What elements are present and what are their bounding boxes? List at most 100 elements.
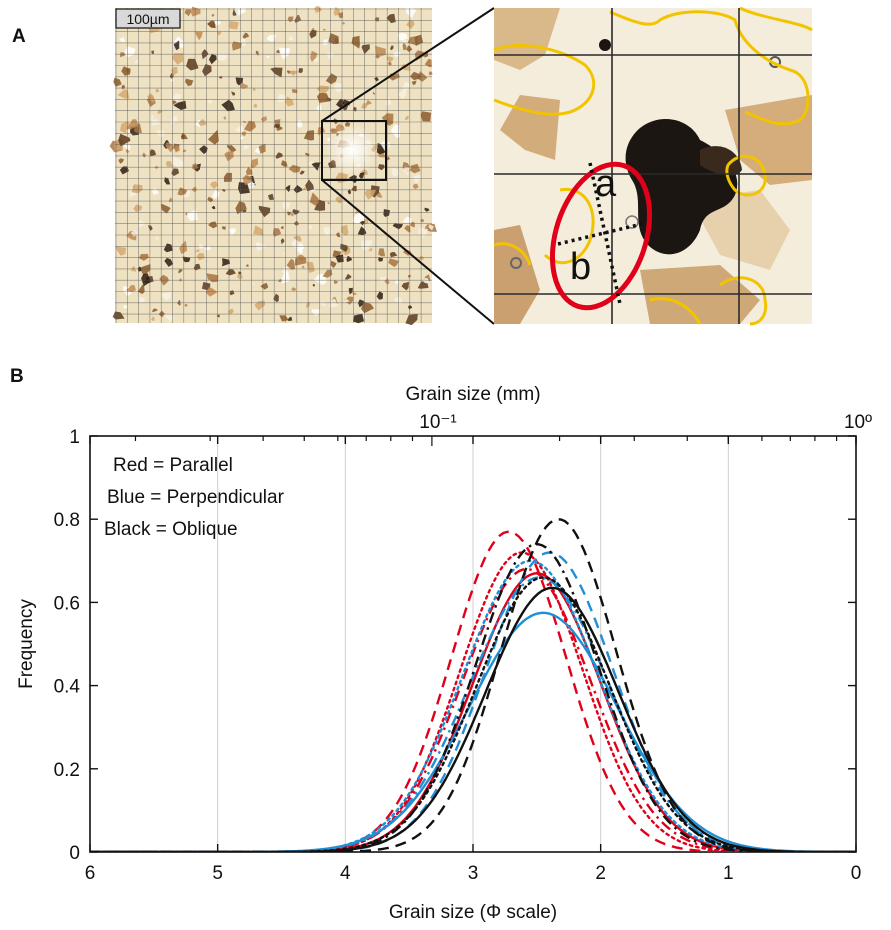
x-tick-label: 1	[723, 863, 734, 884]
x-tick-label: 6	[85, 863, 96, 884]
x-tick-label: 2	[595, 863, 606, 884]
mineral-grain	[113, 77, 122, 87]
mineral-grain	[279, 315, 289, 322]
mineral-grain	[172, 155, 185, 170]
mineral-grain	[129, 188, 138, 198]
y-tick-label: 0	[69, 843, 80, 864]
mineral-grain	[208, 20, 216, 27]
mineral-grain	[322, 39, 328, 46]
mineral-grain	[118, 133, 131, 147]
mineral-grain	[172, 53, 184, 65]
mineral-grain	[368, 247, 373, 252]
mineral-grain	[352, 292, 357, 296]
x-axis-title: Grain size (Φ scale)	[389, 902, 557, 923]
mineral-grain	[420, 218, 424, 222]
vertical-gridlines	[217, 436, 729, 852]
mineral-grain	[120, 52, 126, 58]
mineral-grain	[242, 209, 247, 213]
mineral-grain	[191, 186, 197, 193]
mineral-grain	[296, 247, 303, 255]
mineral-grain	[289, 70, 295, 76]
mineral-grain	[348, 287, 353, 295]
mineral-grain	[142, 152, 146, 158]
zoom-box	[321, 120, 387, 181]
mineral-grain	[112, 311, 125, 320]
mineral-grain	[134, 59, 139, 64]
mineral-grain	[223, 116, 226, 121]
zoom-connector-bottom	[321, 179, 495, 325]
mineral-grain	[121, 66, 131, 76]
mineral-grain	[410, 71, 421, 81]
mineral-grain	[316, 104, 322, 112]
mineral-grain	[318, 300, 326, 306]
mineral-grain	[216, 54, 228, 61]
mineral-grain	[411, 80, 417, 86]
mineral-grain	[428, 224, 434, 231]
mineral-grain	[293, 236, 302, 244]
mineral-grain	[312, 284, 315, 287]
mineral-grain	[282, 200, 291, 210]
mineral-grain	[174, 145, 180, 153]
mineral-grain	[266, 34, 277, 42]
mineral-grain	[365, 99, 373, 105]
mineral-grain	[225, 269, 236, 276]
mineral-grain	[294, 14, 302, 23]
mineral-grain	[118, 158, 125, 164]
mineral-grain	[405, 5, 417, 19]
panel-a-label: A	[12, 26, 26, 47]
mineral-grain	[386, 56, 394, 63]
mineral-grain	[228, 144, 237, 153]
series-curve-11	[90, 542, 856, 852]
mineral-grain	[242, 32, 250, 39]
mineral-grain	[288, 164, 301, 173]
series-curve-7	[90, 576, 856, 852]
mineral-grain	[223, 172, 232, 182]
mineral-grain	[182, 256, 191, 263]
y-tick-label: 0.6	[54, 593, 80, 614]
top-tick-label-1: 10º	[844, 412, 872, 433]
grain-outlines	[493, 6, 813, 326]
mineral-grain	[258, 205, 271, 218]
mineral-grain	[423, 278, 430, 284]
mineral-grain	[199, 145, 208, 154]
legend-entry-perpendicular: Blue = Perpendicular	[107, 487, 285, 508]
major-axis-label: a	[595, 163, 617, 205]
mineral-grain	[156, 129, 165, 138]
mineral-grain	[216, 314, 220, 318]
mineral-grain	[280, 225, 284, 230]
scale-bar-label: 100µm	[126, 11, 169, 27]
mineral-grain	[268, 193, 274, 200]
mineral-grain	[231, 41, 242, 51]
mineral-grain	[126, 119, 139, 130]
mineral-grain	[403, 166, 412, 176]
mineral-grain	[246, 264, 249, 267]
micrograph: 100µm	[109, 5, 437, 326]
mineral-grain	[308, 161, 314, 167]
mineral-grain	[378, 257, 384, 262]
mineral-grain	[184, 304, 188, 307]
mineral-grain	[253, 225, 264, 236]
mineral-grain	[397, 32, 408, 41]
mineral-grain	[325, 73, 338, 85]
mineral-grain	[387, 61, 392, 66]
mineral-grain	[347, 189, 351, 195]
mineral-grain	[163, 243, 173, 253]
mineral-grain	[130, 266, 137, 272]
mineral-grain	[309, 29, 317, 39]
mineral-grain	[233, 5, 246, 16]
mineral-grain	[311, 162, 321, 171]
mineral-grain	[308, 225, 313, 230]
frequency-curves	[90, 518, 856, 852]
mineral-grain	[288, 35, 294, 41]
mineral-grain	[329, 298, 339, 308]
mineral-grain	[309, 192, 319, 206]
mineral-grain	[358, 299, 365, 308]
mineral-grain	[253, 103, 258, 108]
panel-b-label: B	[10, 366, 24, 387]
mineral-grain	[322, 28, 327, 31]
mineral-grain	[293, 220, 299, 226]
mineral-grain	[286, 70, 291, 74]
mineral-grain	[270, 67, 283, 78]
mineral-grain	[404, 225, 411, 233]
